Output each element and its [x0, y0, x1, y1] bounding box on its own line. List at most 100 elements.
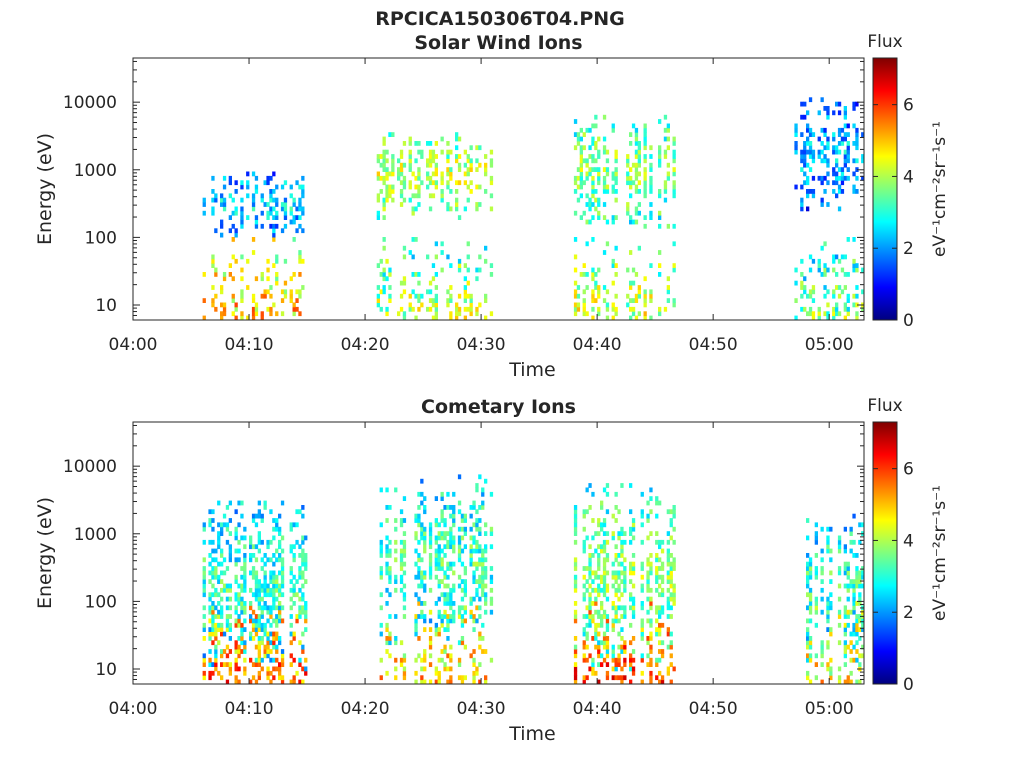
flux-pixel	[861, 566, 865, 571]
flux-pixel	[220, 302, 224, 308]
flux-pixel	[446, 666, 450, 672]
flux-pixel	[478, 644, 482, 650]
flux-pixel	[811, 154, 816, 159]
flux-pixel	[298, 596, 302, 602]
flux-pixel	[846, 614, 850, 619]
flux-pixel	[582, 180, 586, 186]
flux-pixel	[237, 636, 241, 641]
flux-pixel	[414, 315, 418, 321]
flux-pixel	[446, 614, 450, 619]
flux-pixel	[605, 539, 610, 545]
flux-pixel	[379, 574, 383, 580]
flux-pixel	[579, 175, 583, 181]
flux-pixel	[280, 657, 285, 663]
flux-pixel	[295, 614, 299, 619]
flux-pixel	[275, 557, 279, 563]
flux-pixel	[295, 522, 299, 528]
flux-pixel	[251, 592, 256, 598]
flux-pixel	[417, 272, 421, 277]
flux-pixel	[582, 644, 586, 650]
flux-pixel	[591, 293, 595, 299]
flux-pixel	[806, 592, 810, 598]
flux-pixel	[443, 522, 447, 528]
flux-pixel	[443, 614, 447, 619]
flux-pixel	[852, 123, 856, 129]
flux-pixel	[837, 679, 842, 685]
flux-pixel	[843, 640, 847, 646]
flux-pixel	[251, 544, 256, 550]
flux-pixel	[263, 289, 267, 295]
flux-pixel	[283, 180, 288, 186]
flux-pixel	[399, 557, 404, 563]
flux-pixel	[266, 609, 270, 615]
flux-pixel	[228, 228, 232, 234]
flux-pixel	[428, 609, 433, 615]
flux-pixel	[472, 627, 476, 632]
flux-pixel	[837, 622, 842, 628]
flux-pixel	[446, 154, 450, 159]
y-tick-label: 10	[95, 660, 117, 680]
flux-pixel	[260, 609, 264, 615]
flux-pixel	[385, 535, 389, 541]
flux-pixel	[257, 670, 261, 676]
flux-pixel	[666, 548, 670, 554]
flux-pixel	[837, 258, 842, 264]
flux-pixel	[660, 649, 665, 654]
flux-pixel	[295, 180, 299, 186]
flux-pixel	[211, 592, 215, 598]
flux-pixel	[426, 175, 430, 181]
flux-pixel	[605, 570, 610, 576]
flux-pixel	[811, 285, 816, 290]
flux-pixel	[220, 675, 224, 681]
flux-pixel	[455, 132, 459, 137]
flux-pixel	[655, 553, 659, 558]
flux-pixel	[837, 175, 842, 181]
flux-pixel	[646, 561, 650, 567]
flux-pixel	[257, 627, 261, 632]
flux-pixel	[388, 189, 392, 194]
flux-pixel	[489, 180, 494, 186]
flux-pixel	[202, 587, 206, 593]
flux-pixel	[426, 254, 430, 260]
flux-pixel	[446, 544, 450, 550]
flux-pixel	[463, 315, 467, 321]
flux-pixel	[417, 566, 421, 571]
flux-pixel	[605, 587, 610, 593]
flux-pixel	[292, 311, 296, 317]
flux-pixel	[620, 539, 624, 545]
flux-pixel	[597, 175, 601, 181]
flux-pixel	[585, 579, 589, 584]
flux-pixel	[826, 644, 830, 650]
flux-pixel	[449, 285, 453, 290]
flux-pixel	[278, 636, 282, 641]
flux-pixel	[423, 583, 427, 589]
flux-pixel	[211, 618, 215, 624]
flux-pixel	[640, 679, 644, 685]
flux-pixel	[649, 154, 653, 159]
y-tick-label: 10	[95, 296, 117, 316]
flux-pixel	[585, 162, 589, 168]
flux-pixel	[254, 631, 259, 637]
flux-pixel	[414, 670, 418, 676]
flux-pixel	[385, 171, 389, 177]
flux-pixel	[597, 289, 601, 295]
flux-pixel	[449, 657, 453, 663]
flux-pixel	[208, 627, 212, 632]
flux-pixel	[443, 601, 447, 606]
flux-pixel	[475, 548, 479, 554]
flux-pixel	[800, 154, 804, 159]
flux-pixel	[826, 666, 830, 672]
y-tick-label: 100	[85, 228, 117, 248]
flux-pixel	[475, 618, 479, 624]
flux-pixel	[666, 285, 670, 290]
flux-pixel	[266, 267, 270, 273]
flux-pixel	[257, 531, 261, 536]
flux-pixel	[298, 587, 302, 593]
flux-pixel	[257, 509, 261, 515]
flux-pixel	[446, 566, 450, 571]
flux-pixel	[811, 149, 816, 155]
flux-pixel	[440, 250, 444, 255]
flux-pixel	[466, 241, 470, 247]
flux-pixel	[605, 596, 610, 602]
flux-pixel	[446, 618, 450, 624]
